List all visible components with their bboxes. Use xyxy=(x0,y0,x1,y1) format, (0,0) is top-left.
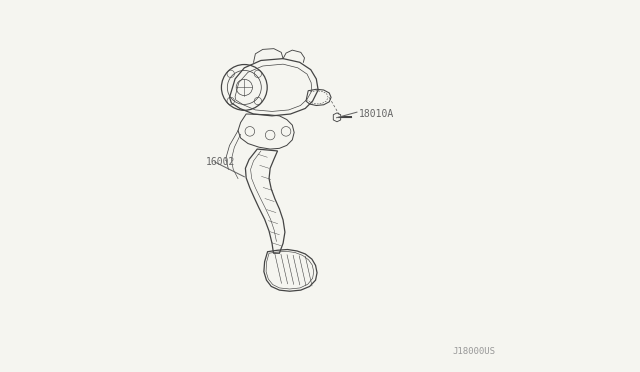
Text: 16002: 16002 xyxy=(205,157,235,167)
Text: J18000US: J18000US xyxy=(452,347,495,356)
Text: 18010A: 18010A xyxy=(359,109,394,119)
